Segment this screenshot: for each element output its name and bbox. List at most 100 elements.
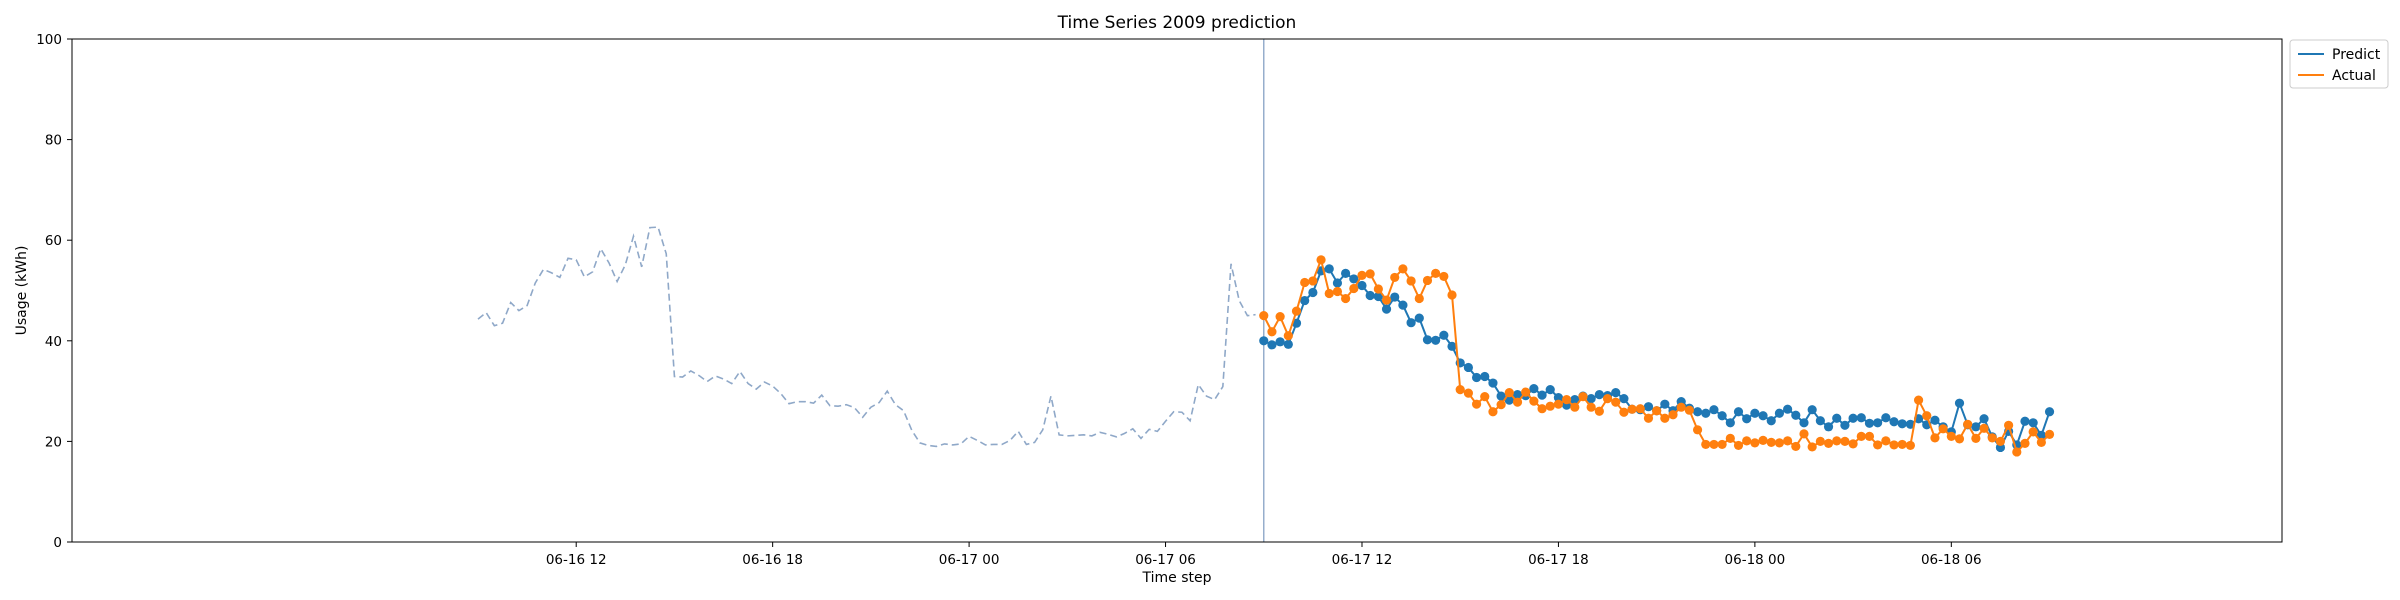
predict-point (1807, 405, 1817, 415)
predict-point (1783, 404, 1793, 414)
predict-point (1545, 384, 1555, 395)
actual-point (1586, 402, 1596, 412)
actual-point (1283, 331, 1293, 341)
predict-point (1529, 383, 1539, 394)
actual-point (1553, 399, 1564, 409)
predict-point (1840, 420, 1850, 430)
actual-point (1807, 442, 1817, 452)
predict-point (2044, 407, 2055, 417)
actual-point (1643, 413, 1654, 423)
predict-point (1488, 378, 1498, 388)
actual-point (1987, 433, 1997, 443)
y-tick-label: 40 (45, 334, 62, 350)
actual-point (1537, 404, 1547, 414)
actual-point (1676, 402, 1686, 412)
actual-point (1930, 433, 1940, 443)
actual-point (2036, 437, 2046, 448)
actual-point (1709, 439, 1719, 450)
predict-point (1463, 362, 1473, 373)
actual-point (1349, 283, 1359, 294)
actual-point (2020, 438, 2030, 449)
x-tick-label: 06-17 18 (1528, 552, 1589, 568)
actual-point (1692, 425, 1703, 435)
predict-point (1864, 418, 1875, 428)
actual-point (1578, 392, 1588, 402)
predict-point (1717, 411, 1727, 421)
actual-point (1406, 276, 1416, 286)
predict-point (1357, 280, 1367, 291)
actual-point (1594, 406, 1604, 416)
predict-point (1537, 390, 1547, 400)
actual-point (1946, 431, 1956, 441)
chart-title: Time Series 2009 prediction (1057, 13, 1297, 33)
actual-point (1439, 271, 1449, 282)
actual-point (1480, 392, 1490, 402)
predict-point (1856, 413, 1866, 423)
predict-point (1611, 388, 1621, 398)
predict-point (1480, 371, 1490, 382)
actual-point (1897, 439, 1907, 450)
predict-point (1570, 395, 1580, 405)
actual-point (1316, 255, 1326, 265)
predict-point (1971, 422, 1981, 432)
actual-point (1267, 327, 1277, 337)
x-tick-label: 06-18 00 (1725, 552, 1786, 568)
actual-point (1332, 286, 1343, 297)
actual-point (2044, 429, 2055, 439)
actual-point (1848, 439, 1858, 449)
predict-point (1365, 290, 1375, 301)
predict-point (1373, 291, 1383, 302)
actual-point (1725, 433, 1735, 443)
actual-point (1864, 431, 1875, 441)
predict-point (1832, 413, 1842, 423)
actual-point (1324, 288, 1334, 299)
predict-point (1414, 313, 1424, 323)
actual-point (1611, 397, 1621, 407)
x-tick-label: 06-17 06 (1135, 552, 1196, 568)
predict-point (2036, 430, 2046, 440)
actual-point (1660, 413, 1670, 423)
actual-point (1799, 429, 1809, 439)
predict-point (1471, 372, 1482, 383)
predict-point (1439, 330, 1449, 340)
predict-point (1848, 413, 1858, 423)
actual-point (1570, 402, 1580, 412)
actual-point (1365, 269, 1375, 279)
predict-point (1594, 390, 1604, 400)
y-tick-label: 20 (45, 434, 62, 450)
actual-point (1995, 436, 2006, 446)
predict-point (1259, 336, 1269, 346)
actual-point (1652, 406, 1662, 416)
predict-point (1701, 408, 1711, 418)
actual-point (1750, 438, 1760, 448)
actual-point (1963, 419, 1973, 429)
actual-point (1602, 394, 1613, 404)
actual-point (1496, 400, 1506, 410)
predict-point (1750, 408, 1760, 418)
predict-point (1758, 411, 1768, 421)
actual-point (1381, 295, 1392, 305)
actual-point (1733, 440, 1744, 451)
predict-point (1881, 413, 1891, 423)
predict-point (1512, 390, 1523, 400)
predict-point (1889, 417, 1899, 427)
actual-point (1431, 268, 1441, 278)
predict-point (1431, 335, 1441, 345)
actual-point (1881, 436, 1891, 446)
actual-point (1774, 438, 1785, 448)
actual-point (1390, 272, 1400, 283)
predict-point (1725, 418, 1735, 428)
actual-point (1619, 407, 1629, 417)
actual-point (2004, 420, 2014, 430)
actual-point (1938, 424, 1948, 434)
x-axis: 06-16 12 06-16 18 06-17 00 06-17 06 06-17 12… (546, 542, 1982, 568)
actual-point (1341, 293, 1351, 304)
predict-point (1300, 295, 1310, 306)
actual-point (1275, 312, 1285, 322)
actual-point (1529, 396, 1539, 406)
actual-point (1488, 407, 1498, 417)
actual-point (1627, 404, 1637, 414)
x-tick-label: 06-17 12 (1332, 552, 1393, 568)
actual-point (1783, 436, 1793, 446)
y-axis: 0 20 40 60 80 100 (36, 32, 72, 551)
